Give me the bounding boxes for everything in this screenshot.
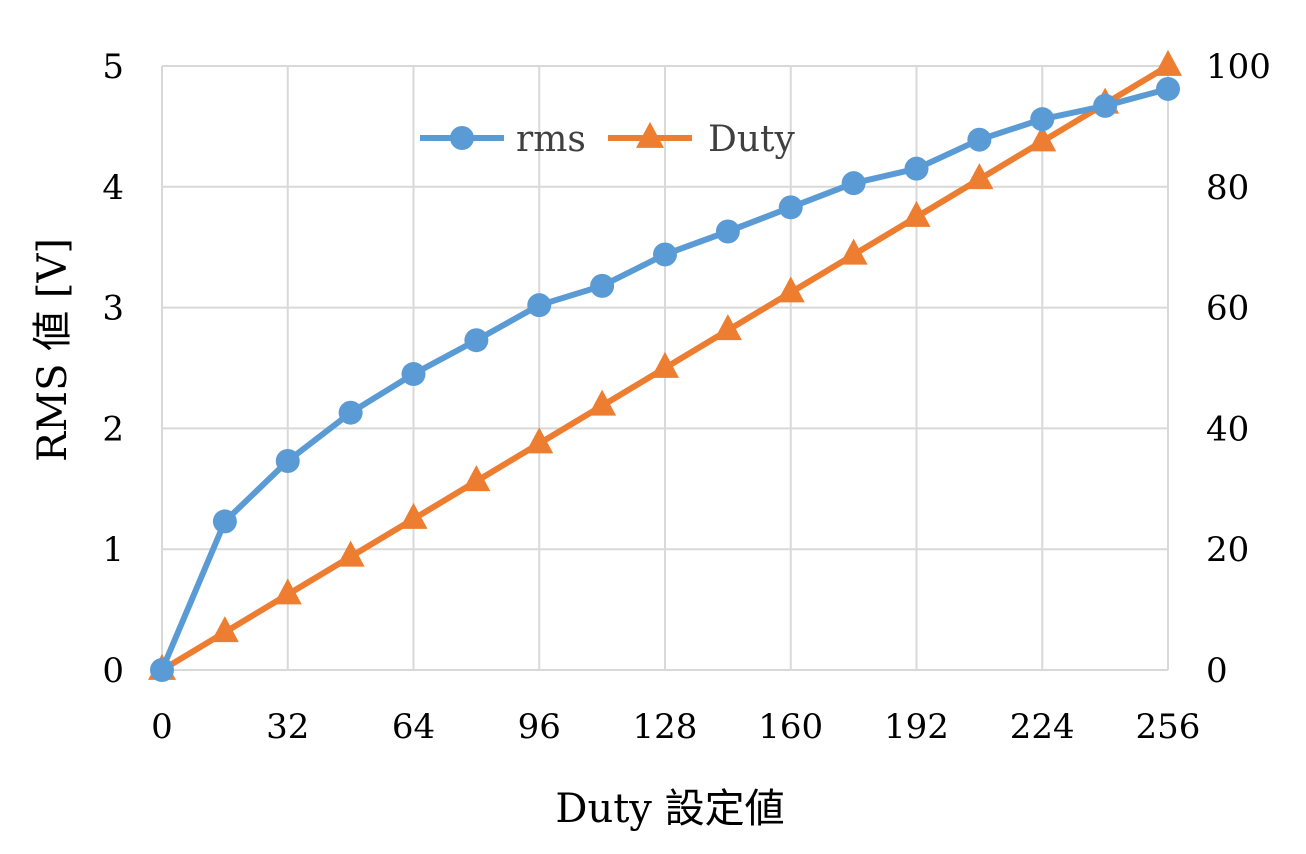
data-point-rms: [715, 219, 740, 244]
data-point-duty: [273, 578, 302, 605]
series-rms: [150, 76, 1180, 682]
y-tick-label: 0: [102, 651, 124, 691]
y-axis-title: RMS 値 [V]: [30, 238, 76, 462]
legend-marker-rms: [450, 126, 474, 150]
y-tick-label: 4: [102, 168, 124, 208]
data-point-duty: [399, 502, 428, 529]
y2-tick-label: 100: [1206, 47, 1271, 87]
data-point-rms: [967, 127, 992, 152]
x-tick-label: 192: [884, 707, 949, 747]
data-point-duty: [776, 276, 805, 303]
data-point-rms: [841, 171, 866, 196]
data-point-duty: [902, 200, 931, 227]
y2-tick-label: 40: [1206, 409, 1249, 449]
x-tick-label: 32: [266, 707, 309, 747]
legend: rms Duty: [420, 119, 796, 160]
data-point-rms: [464, 328, 489, 353]
series: [148, 49, 1182, 682]
data-point-duty: [713, 314, 742, 341]
y-tick-label: 2: [102, 409, 124, 449]
y-tick-label: 3: [102, 289, 124, 329]
grid: [161, 65, 1169, 671]
x-tick-label: 0: [151, 707, 173, 747]
y2-tick-label: 80: [1206, 168, 1249, 208]
data-point-rms: [778, 195, 803, 220]
legend-item-duty: Duty: [608, 119, 796, 160]
y2-tick-label: 0: [1206, 651, 1228, 691]
data-point-duty: [588, 389, 617, 416]
y2-tick-label: 20: [1206, 530, 1249, 570]
axes: 0 1 2 3 4 5 0 20 40 60 80 100 0 32 64 96 128 160 192 224 256: [102, 47, 1271, 747]
data-point-rms: [150, 658, 174, 682]
data-point-rms: [401, 362, 426, 387]
data-point-duty: [965, 163, 994, 190]
x-tick-label: 128: [633, 707, 698, 747]
data-point-duty: [1028, 125, 1057, 152]
x-tick-label: 224: [1010, 707, 1075, 747]
data-point-rms: [527, 293, 552, 318]
x-tick-label: 160: [758, 707, 823, 747]
data-point-rms: [338, 400, 363, 425]
data-point-rms: [904, 156, 929, 181]
data-point-duty: [525, 427, 554, 454]
data-point-duty: [651, 351, 679, 378]
x-axis-title: Duty 設定値: [555, 786, 784, 832]
legend-label-rms: rms: [516, 119, 586, 160]
data-point-rms: [1093, 93, 1118, 118]
data-point-duty: [839, 238, 868, 265]
legend-label-duty: Duty: [708, 119, 796, 160]
y2-tick-label: 60: [1206, 289, 1249, 329]
data-point-duty: [336, 540, 365, 567]
legend-marker-duty: [636, 121, 664, 148]
data-point-rms: [275, 449, 300, 474]
data-point-rms: [1156, 76, 1180, 101]
x-tick-label: 64: [392, 707, 435, 747]
data-point-rms: [653, 242, 677, 267]
y-tick-label: 1: [102, 530, 124, 570]
legend-item-rms: rms: [420, 119, 586, 160]
y-tick-label: 5: [102, 47, 124, 87]
data-point-duty: [1154, 49, 1182, 76]
x-tick-label: 96: [518, 707, 561, 747]
data-point-duty: [462, 465, 491, 492]
data-point-rms: [212, 509, 237, 534]
data-point-rms: [1030, 107, 1055, 132]
series-duty: [148, 49, 1182, 680]
data-point-duty: [210, 616, 239, 643]
x-tick-label: 256: [1136, 707, 1201, 747]
data-point-rms: [590, 273, 615, 298]
